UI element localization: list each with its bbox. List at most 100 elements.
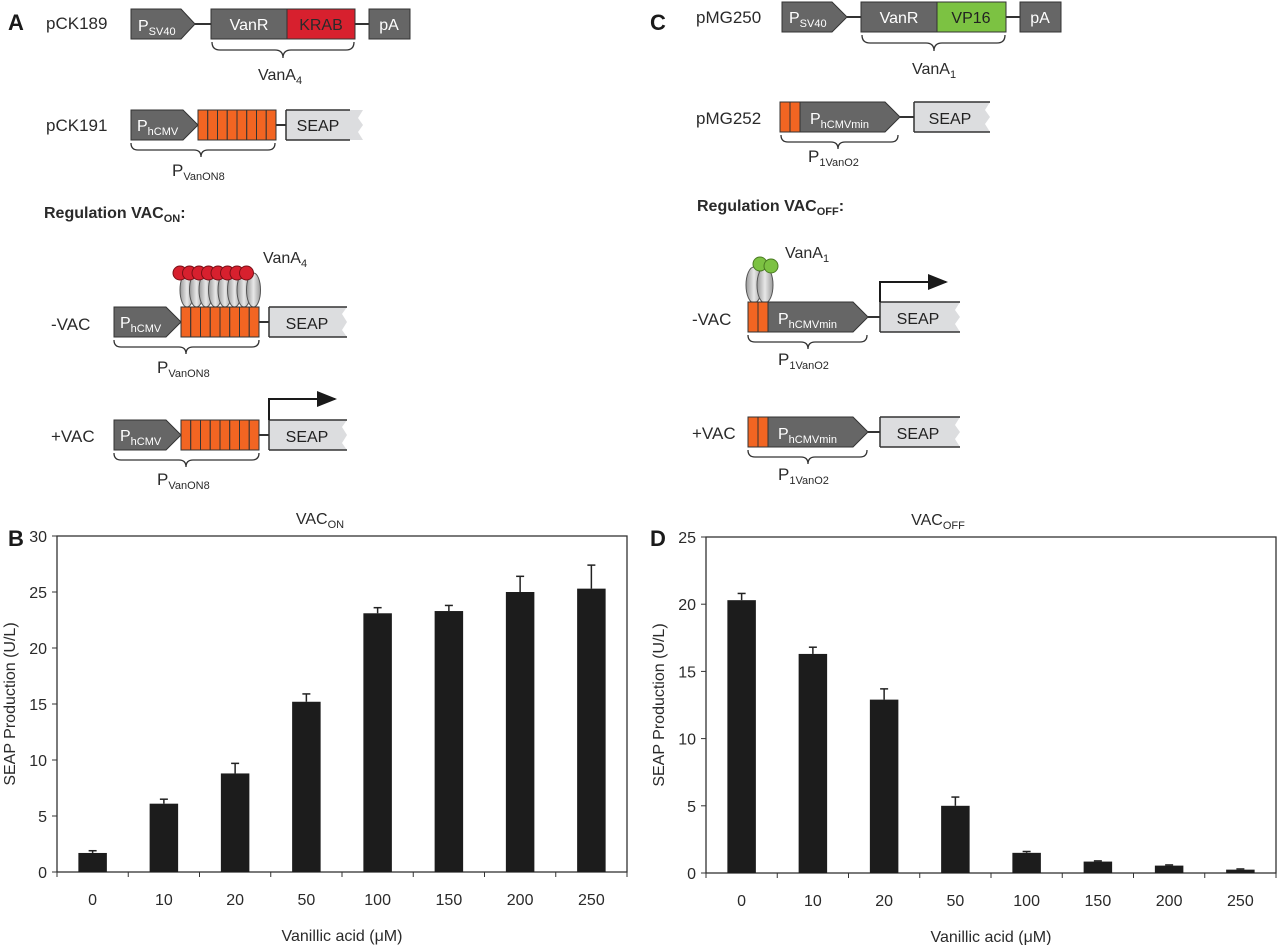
construct-pmg252: pMG252 PhCMVmin SEAP P1VanO2: [696, 101, 990, 169]
operator-site: [236, 109, 248, 141]
bar: [434, 611, 464, 872]
plot-frame: [56, 535, 628, 873]
operator-site: [217, 109, 228, 141]
operator-site: [246, 109, 257, 141]
bar: [869, 699, 899, 873]
svg-text:P1VanO2: P1VanO2: [808, 147, 859, 169]
y-axis-label: SEAP Production (U/L): [2, 622, 19, 785]
svg-text:PhCMVmin: PhCMVmin: [778, 426, 837, 446]
panel-letter-b: B: [8, 526, 24, 551]
promoter-p: P: [138, 18, 149, 35]
operator-site: [209, 419, 221, 451]
x-tick-label: 10: [804, 893, 822, 910]
operator-array: [180, 419, 260, 451]
svg-text:-VAC: -VAC: [692, 310, 731, 329]
operator-site: [248, 306, 260, 338]
y-tick-label: 10: [29, 753, 47, 770]
y-tick-label: 0: [38, 865, 47, 882]
panel-letter-a: A: [8, 10, 24, 35]
bar: [292, 701, 321, 872]
x-tick-label: 150: [1085, 893, 1112, 910]
svg-text:PhCMV: PhCMV: [120, 428, 162, 448]
operator-site: [180, 306, 192, 338]
state-label: +VAC: [51, 427, 95, 446]
gene-pa-label: pA: [379, 17, 399, 34]
y-tick-label: 30: [29, 529, 47, 546]
operator-site: [197, 109, 209, 141]
regulation-title: Regulation VACOFF:: [697, 198, 844, 218]
y-tick-label: 20: [29, 641, 47, 658]
operator-site: [209, 306, 221, 338]
operator-site: [219, 306, 231, 338]
transcription-arrow-icon: [879, 274, 948, 302]
bar: [727, 600, 756, 873]
operator-site: [265, 109, 277, 141]
operator-site: [200, 306, 211, 338]
operator-site: [200, 419, 211, 451]
operator-site: [229, 419, 240, 451]
y-tick-label: 15: [678, 664, 696, 681]
bracket: [211, 41, 355, 59]
operator-site: [226, 109, 238, 141]
gene-seap-label: SEAP: [297, 118, 340, 135]
gene-vp16: [936, 1, 1007, 33]
x-tick-label: 10: [155, 892, 173, 909]
state-minus-vac: VanA4 -VAC PhCMV SEAP PVanON8: [51, 250, 347, 380]
x-tick-label: 200: [507, 892, 534, 909]
promoter-sub: SV40: [149, 26, 176, 38]
bar: [149, 803, 179, 872]
bar: [220, 773, 250, 872]
x-tick-label: 100: [364, 892, 391, 909]
bracket-label: VanA: [258, 67, 296, 84]
bar: [941, 805, 970, 873]
bar: [363, 613, 392, 872]
svg-text:PhCMV: PhCMV: [120, 315, 162, 335]
x-tick-label: 250: [578, 892, 605, 909]
repressor-complex: [172, 265, 261, 308]
gene-vanr-label: VanR: [230, 17, 269, 34]
plot-frame: [705, 536, 1277, 874]
svg-text:SEAP: SEAP: [286, 429, 329, 446]
svg-text:PhCMV: PhCMV: [137, 118, 179, 138]
svg-text:pMG250: pMG250: [696, 8, 761, 27]
operator-site: [248, 419, 260, 451]
bracket: [130, 142, 276, 158]
activator-complex: [745, 256, 779, 304]
bar: [505, 592, 535, 872]
x-tick-label: 150: [436, 892, 463, 909]
y-tick-label: 10: [678, 732, 696, 749]
y-tick-label: 25: [29, 585, 47, 602]
svg-text:PVanON8: PVanON8: [157, 470, 210, 492]
bar: [1083, 861, 1113, 873]
x-axis-label: Vanillic acid (μM): [282, 928, 403, 945]
bar: [1012, 852, 1041, 873]
x-tick-label: 50: [297, 892, 315, 909]
svg-text:PVanON8: PVanON8: [157, 358, 210, 380]
bar: [798, 653, 828, 873]
x-axis-label: Vanillic acid (μM): [931, 929, 1052, 945]
y-tick-label: 25: [678, 530, 696, 547]
state-label: -VAC: [51, 315, 90, 334]
operator-site: [207, 109, 218, 141]
state-plus-vac: +VAC PhCMVmin SEAP P1VanO2: [692, 416, 960, 487]
panel-letter-c: C: [650, 10, 666, 35]
operator-site: [229, 306, 240, 338]
svg-text:SEAP: SEAP: [286, 316, 329, 333]
y-tick-label: 20: [678, 597, 696, 614]
x-tick-label: 0: [88, 892, 97, 909]
svg-text:PhCMVmin: PhCMVmin: [810, 111, 869, 131]
svg-text:PSV40: PSV40: [138, 18, 176, 38]
gene-seap: [269, 307, 347, 337]
construct-pmg250: pMG250 PSV40 VanR VP16 pA VanA1: [696, 1, 1062, 81]
y-tick-label: 5: [38, 809, 47, 826]
bar: [1226, 869, 1255, 873]
chart-vac-on: VACON 0 5 10 15 20 25 30 SEAP Production (U/L) 0 1…: [2, 511, 628, 945]
x-tick-label: 20: [226, 892, 244, 909]
chart-title: VACON: [296, 511, 344, 531]
svg-text:P1VanO2: P1VanO2: [778, 350, 829, 372]
operator-site: [256, 109, 267, 141]
x-tick-label: 50: [946, 893, 964, 910]
operator-site: [190, 419, 201, 451]
gene-seap: [286, 110, 363, 140]
